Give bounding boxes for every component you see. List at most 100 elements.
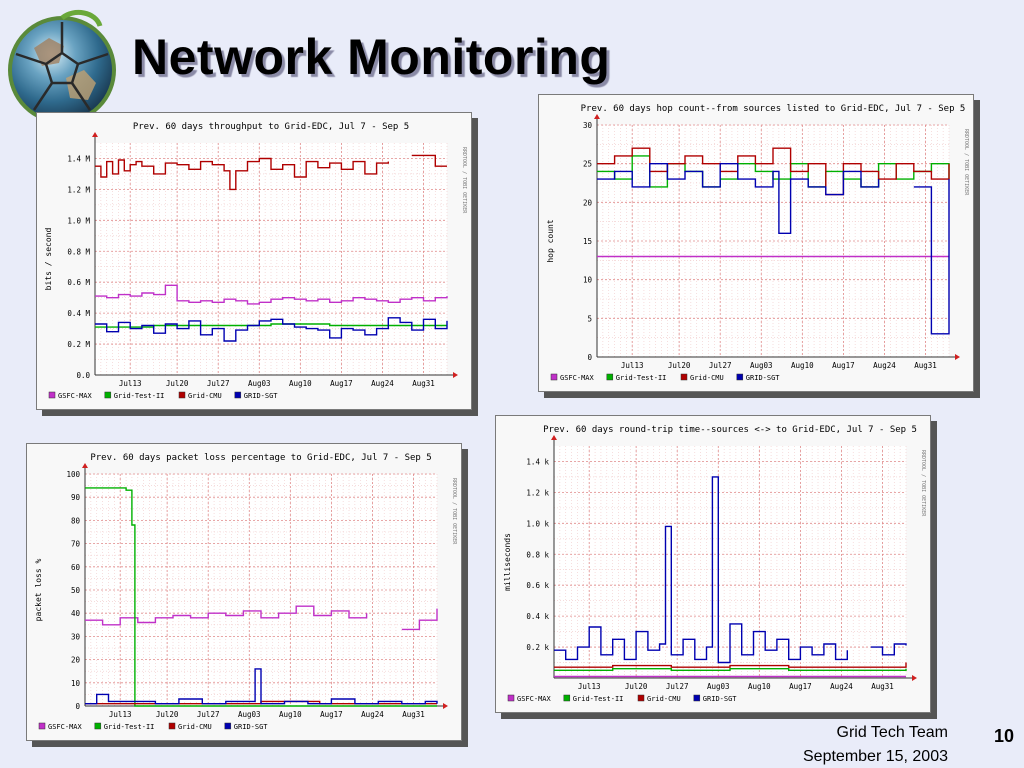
earth-soccer-ball-logo-icon	[8, 9, 116, 124]
y-axis-arrow	[82, 463, 88, 468]
legend-label: GRID-SGT	[703, 695, 738, 703]
x-tick-label: Aug03	[238, 710, 261, 719]
x-tick-label: Jul27	[666, 682, 689, 691]
roundtrip-chart-panel: Prev. 60 days round-trip time--sources <…	[495, 415, 931, 713]
y-tick-label: 60	[71, 563, 81, 572]
y-axis-label: hop count	[546, 219, 555, 263]
legend-swatch	[48, 391, 56, 399]
legend-swatch	[680, 373, 688, 381]
throughput-chart: Prev. 60 days throughput to Grid-EDC, Ju…	[44, 122, 467, 400]
legend-swatch	[178, 391, 186, 399]
x-tick-label: Aug31	[871, 682, 894, 691]
legend-label: GSFC-MAX	[48, 723, 83, 731]
y-tick-label: 25	[583, 160, 592, 169]
slide-number: 10	[993, 726, 1014, 746]
series-line-gsfc-max	[95, 284, 448, 305]
legend-swatch	[234, 391, 242, 399]
legend-label: Grid-Test-II	[573, 695, 624, 703]
legend-label: GSFC-MAX	[517, 695, 552, 703]
x-tick-label: Aug24	[371, 379, 394, 388]
side-label: RRDTOOL / TOBI OETIKER	[451, 478, 457, 545]
x-axis-arrow	[912, 675, 917, 681]
legend-label: GSFC-MAX	[58, 392, 93, 400]
y-axis-arrow	[594, 114, 600, 119]
legend-label: Grid-Test-II	[114, 392, 165, 400]
plot-area	[95, 143, 447, 375]
footer-team: Grid Tech Team	[836, 724, 948, 741]
series-line-gsfc-max	[85, 605, 438, 631]
y-tick-label: 20	[583, 198, 593, 207]
y-tick-label: 0.8 M	[67, 247, 90, 256]
x-tick-label: Aug24	[361, 710, 384, 719]
y-tick-label: 0.4 k	[526, 612, 549, 621]
legend-label: GRID-SGT	[234, 723, 269, 731]
x-tick-label: Aug17	[330, 379, 353, 388]
throughput-chart-panel: Prev. 60 days throughput to Grid-EDC, Ju…	[36, 112, 472, 410]
x-tick-label: Jul20	[668, 361, 691, 370]
x-tick-label: Jul20	[625, 682, 648, 691]
side-label: RRDTOOL / TOBI OETIKER	[920, 450, 926, 517]
x-tick-label: Jul13	[578, 682, 601, 691]
series-line-grid-sgt	[95, 317, 448, 342]
legend-swatch	[637, 694, 645, 702]
x-tick-label: Jul13	[109, 710, 132, 719]
y-tick-label: 1.2 k	[526, 488, 549, 497]
y-tick-label: 10	[583, 276, 593, 285]
legend-label: Grid-CMU	[178, 723, 212, 731]
y-tick-label: 1.0 M	[67, 216, 90, 225]
chart-title: Prev. 60 days packet loss percentage to …	[90, 453, 431, 463]
series-line-grid-sgt	[85, 668, 438, 705]
x-tick-label: Aug10	[289, 379, 312, 388]
y-tick-label: 0	[75, 702, 80, 711]
y-tick-label: 0.8 k	[526, 550, 549, 559]
y-tick-label: 10	[71, 679, 81, 688]
side-label: RRDTOOL / TOBI OETIKER	[461, 147, 467, 214]
y-tick-label: 1.2 M	[67, 185, 90, 194]
y-tick-label: 100	[66, 470, 80, 479]
x-tick-label: Jul20	[156, 710, 179, 719]
y-tick-label: 0	[587, 353, 592, 362]
x-tick-label: Aug10	[748, 682, 771, 691]
y-tick-label: 90	[71, 493, 81, 502]
legend-label: GRID-SGT	[746, 374, 781, 382]
series-line-grid-cmu	[597, 147, 950, 196]
y-tick-label: 0.4 M	[67, 309, 90, 318]
x-tick-label: Aug03	[707, 682, 730, 691]
x-axis-arrow	[453, 372, 458, 378]
y-axis-label: bits / second	[44, 228, 53, 291]
legend-swatch	[563, 694, 571, 702]
y-tick-label: 1.0 k	[526, 519, 549, 528]
legend-swatch	[38, 722, 46, 730]
x-axis-arrow	[443, 703, 448, 709]
y-tick-label: 0.6 M	[67, 278, 90, 287]
hopcount-chart-panel: Prev. 60 days hop count--from sources li…	[538, 94, 974, 392]
x-tick-label: Aug31	[412, 379, 435, 388]
x-tick-label: Jul13	[621, 361, 644, 370]
legend-swatch	[168, 722, 176, 730]
y-tick-label: 30	[583, 121, 593, 130]
y-tick-label: 0.2 k	[526, 643, 549, 652]
y-tick-label: 20	[71, 656, 81, 665]
y-axis-label: milliseconds	[503, 533, 512, 591]
x-tick-label: Aug24	[830, 682, 853, 691]
y-axis-label: packet loss %	[34, 559, 43, 622]
x-tick-label: Jul13	[119, 379, 142, 388]
chart-title: Prev. 60 days hop count--from sources li…	[581, 104, 966, 114]
y-tick-label: 5	[587, 314, 592, 323]
legend-label: Grid-CMU	[647, 695, 681, 703]
legend-label: GSFC-MAX	[560, 374, 595, 382]
y-axis-arrow	[92, 132, 98, 137]
legend-swatch	[550, 373, 558, 381]
packetloss-chart: Prev. 60 days packet loss percentage to …	[34, 453, 457, 731]
packetloss-chart-panel: Prev. 60 days packet loss percentage to …	[26, 443, 462, 741]
slide-title: Network Monitoring	[132, 29, 611, 85]
x-tick-label: Aug31	[402, 710, 425, 719]
x-tick-label: Aug10	[791, 361, 814, 370]
legend-label: Grid-Test-II	[104, 723, 155, 731]
series-line-grid-cmu	[95, 154, 447, 191]
y-tick-label: 70	[71, 540, 81, 549]
x-tick-label: Aug17	[832, 361, 855, 370]
x-tick-label: Jul27	[709, 361, 732, 370]
x-tick-label: Jul20	[166, 379, 189, 388]
legend-label: Grid-CMU	[690, 374, 724, 382]
